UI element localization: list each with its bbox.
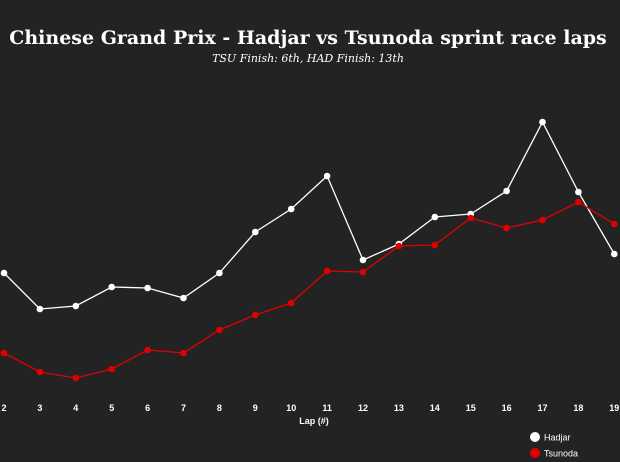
x-tick-label: 12	[358, 403, 368, 413]
data-point	[216, 269, 223, 277]
data-point	[108, 365, 115, 373]
x-tick-label: 18	[573, 403, 583, 413]
data-point	[611, 250, 618, 258]
series-line	[3, 201, 615, 379]
legend-label: Tsunoda	[544, 449, 578, 459]
legend-marker	[530, 448, 540, 458]
data-point	[323, 172, 331, 180]
x-tick-label: 7	[181, 403, 186, 413]
legend-label: Hadjar	[544, 433, 571, 443]
data-point	[0, 349, 8, 357]
data-point	[72, 374, 80, 382]
data-point	[287, 205, 295, 213]
data-point	[287, 299, 295, 307]
legend-marker	[530, 432, 540, 442]
data-point	[431, 241, 439, 249]
data-point	[539, 118, 546, 126]
data-point	[72, 302, 80, 310]
x-tick-label: 5	[109, 403, 114, 413]
x-axis-label: Lap (#)	[299, 416, 329, 426]
x-tick-label: 2	[1, 403, 6, 413]
data-point	[0, 269, 8, 277]
data-point	[359, 256, 367, 264]
x-tick-label: 13	[394, 403, 404, 413]
x-tick-label: 3	[37, 403, 42, 413]
data-point	[575, 188, 582, 196]
data-point	[467, 214, 475, 222]
data-point	[180, 294, 187, 302]
x-tick-label: 14	[430, 403, 440, 413]
data-point	[144, 284, 151, 292]
data-point	[575, 198, 582, 206]
x-tick-label: 4	[73, 403, 78, 413]
x-tick-label: 8	[217, 403, 222, 413]
x-tick-label: 19	[609, 403, 619, 413]
series-line	[3, 120, 615, 310]
data-point	[359, 268, 367, 276]
data-point	[216, 326, 223, 334]
data-point	[252, 311, 259, 319]
data-point	[611, 220, 618, 228]
x-tick-label: 17	[537, 403, 547, 413]
x-tick-label: 6	[145, 403, 150, 413]
data-point	[180, 349, 187, 357]
data-point	[539, 216, 546, 224]
data-point	[252, 228, 259, 236]
x-tick-label: 10	[286, 403, 296, 413]
data-point	[503, 187, 510, 195]
x-tick-label: 15	[466, 403, 476, 413]
x-tick-label: 11	[322, 403, 332, 413]
x-tick-label: 9	[253, 403, 258, 413]
data-point	[431, 213, 439, 221]
data-point	[36, 305, 44, 313]
data-point	[323, 267, 331, 275]
x-tick-label: 16	[502, 403, 512, 413]
chart-title: Chinese Grand Prix - Hadjar vs Tsunoda s…	[9, 27, 607, 49]
data-point	[395, 242, 403, 250]
data-point	[36, 368, 44, 376]
chart-subtitle: TSU Finish: 6th, HAD Finish: 13th	[212, 52, 404, 65]
data-point	[144, 346, 151, 354]
data-point	[503, 224, 510, 232]
data-point	[108, 283, 115, 291]
